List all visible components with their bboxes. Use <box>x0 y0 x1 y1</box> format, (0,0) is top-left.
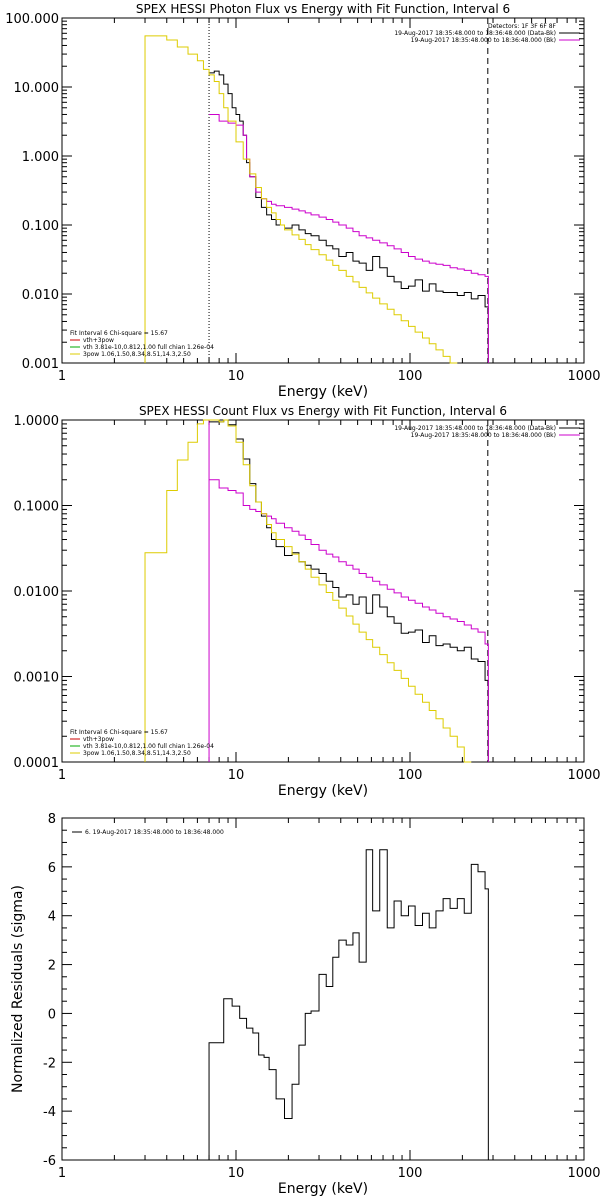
chart-title: SPEX HESSI Count Flux vs Energy with Fit… <box>139 404 507 418</box>
x-tick-label: 1 <box>58 1166 66 1181</box>
y-axis-ticks <box>62 817 584 1161</box>
series-line-1 <box>209 70 489 363</box>
legend-entry-label: vth 3.81e-10,0.812,1.00 full chian 1.26e… <box>83 743 214 750</box>
y-tick-label: 10.000 <box>14 81 60 96</box>
legend-top: 19-Aug-2017 18:35:48.000 to 18:36:48.000… <box>394 425 580 439</box>
x-tick-label: 1 <box>58 768 66 783</box>
x-axis-ticks <box>113 420 577 762</box>
y-axis-label: Normalized Residuals (sigma) <box>10 885 26 1093</box>
legend-entry-label: 3pow 1.06,1.50,8.34,8.51,14.3,2.50 <box>83 750 191 757</box>
y-tick-label: 0.0010 <box>14 671 60 686</box>
x-tick-label: 100 <box>398 768 423 783</box>
y-tick-label: 2 <box>48 959 56 974</box>
legend-entry-label: 19-Aug-2017 18:35:48.000 to 18:36:48.000… <box>411 37 556 44</box>
y-tick-label: 0.1000 <box>14 500 60 515</box>
plot-frame <box>61 419 585 763</box>
y-tick-label: 0.100 <box>22 219 59 234</box>
legend-entry-label: 19-Aug-2017 18:35:48.000 to 18:36:48.000… <box>394 30 556 37</box>
legend-entry-label: 3pow 1.06,1.50,8.34,8.51,14.3,2.50 <box>83 351 191 358</box>
y-tick-label: 0 <box>48 1007 56 1022</box>
y-tick-label: 0.0001 <box>14 756 60 771</box>
x-tick-label: 100 <box>398 369 423 384</box>
series-line-2 <box>209 113 489 363</box>
chart-panel-1: SPEX HESSI Photon Flux vs Energy with Fi… <box>5 2 600 400</box>
legend-top: 6. 19-Aug-2017 18:35:48.000 to 18:36:48.… <box>72 829 224 836</box>
x-tick-label: 1000 <box>567 1166 600 1181</box>
series-line-1 <box>209 419 489 762</box>
x-tick-label: 10 <box>228 1166 245 1181</box>
y-tick-label: 4 <box>48 910 56 925</box>
y-tick-label: -6 <box>43 1154 56 1169</box>
legend-entry-label: vth+3pow <box>83 736 114 743</box>
legend-bottom: Fit Interval 6 Chi-square = 15.67vth+3po… <box>70 729 214 757</box>
chart-panel-2: SPEX HESSI Count Flux vs Energy with Fit… <box>14 404 600 799</box>
plot-frame <box>61 17 585 364</box>
series-line-3 <box>144 419 472 763</box>
legend-bottom: Fit Interval 6 Chi-square = 15.67vth+3po… <box>70 330 214 358</box>
y-axis-ticks <box>62 17 584 364</box>
x-tick-label: 10 <box>228 768 245 783</box>
y-tick-label: 1.000 <box>22 150 59 165</box>
series-line-1 <box>208 849 489 1160</box>
series-line-3 <box>144 35 458 364</box>
y-tick-label: 8 <box>48 812 56 827</box>
legend-header: Fit Interval 6 Chi-square = 15.67 <box>70 729 168 736</box>
y-tick-label: -4 <box>43 1105 56 1120</box>
x-axis-label: Energy (keV) <box>278 384 368 400</box>
legend-entry-label: vth+3pow <box>83 337 114 344</box>
chart-title: SPEX HESSI Photon Flux vs Energy with Fi… <box>136 2 510 16</box>
y-tick-label: 0.001 <box>22 357 59 372</box>
x-axis-label: Energy (keV) <box>278 1181 368 1197</box>
x-axis-label: Energy (keV) <box>278 783 368 799</box>
y-axis-ticks <box>62 419 584 763</box>
chart-panel-3: 1 10 100 1000 Energy (keV) -6 -4 -2 0 2 4 6 8 Normali… <box>10 812 600 1197</box>
x-tick-label: 1 <box>58 369 66 384</box>
y-tick-label: 0.0100 <box>14 585 60 600</box>
x-tick-label: 1000 <box>567 369 600 384</box>
y-tick-label: 100.000 <box>5 12 59 27</box>
legend-entry-label: vth 3.81e-10,0.812,1.00 full chian 1.26e… <box>83 344 214 351</box>
y-tick-label: -2 <box>43 1056 56 1071</box>
legend-entry-label: 6. 19-Aug-2017 18:35:48.000 to 18:36:48.… <box>85 829 224 836</box>
legend-header: Detectors: 1F 3F 6F 8F <box>488 23 557 30</box>
x-tick-label: 10 <box>228 369 245 384</box>
legend-entry-label: 19-Aug-2017 18:35:48.000 to 18:36:48.000… <box>394 425 556 432</box>
y-tick-label: 6 <box>48 861 56 876</box>
x-axis-ticks <box>113 818 577 1160</box>
y-tick-label: 0.010 <box>22 288 59 303</box>
series-line-2 <box>209 479 489 762</box>
plot-frame <box>61 817 585 1161</box>
legend-header: Fit Interval 6 Chi-square = 15.67 <box>70 330 168 337</box>
y-tick-label: 1.0000 <box>14 414 60 429</box>
x-tick-label: 1000 <box>567 768 600 783</box>
x-tick-label: 100 <box>398 1166 423 1181</box>
legend-entry-label: 19-Aug-2017 18:35:48.000 to 18:36:48.000… <box>411 432 556 439</box>
x-axis-ticks <box>113 18 577 363</box>
